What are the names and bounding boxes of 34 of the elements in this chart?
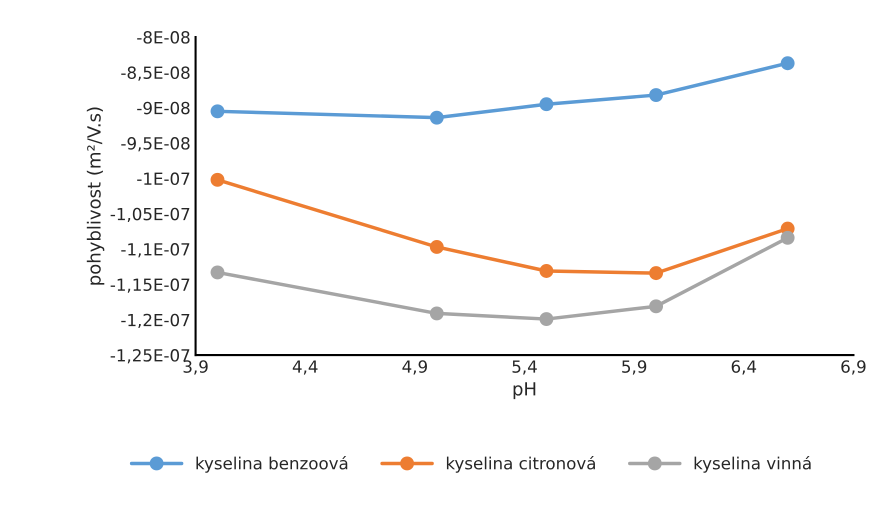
legend-label: kyselina vinná [694, 456, 811, 473]
x-tick-label: 5,4 [512, 360, 537, 375]
x-tick-label: 6,4 [732, 360, 756, 375]
legend-label: kyselina citronová [446, 456, 595, 473]
point [539, 312, 554, 326]
y-tick-label: -1,1E-07 [121, 243, 190, 258]
y-tick-label: -1,2E-07 [121, 314, 190, 328]
y-tick-label: -1,15E-07 [110, 278, 190, 293]
y-tick-label: -1E-07 [137, 172, 190, 185]
point [649, 88, 664, 102]
point [430, 240, 444, 254]
point [649, 299, 664, 314]
point [539, 97, 554, 112]
y-tick-label: -8E-08 [137, 31, 190, 44]
point [210, 172, 224, 187]
x-tick-label: 6,9 [841, 360, 866, 375]
x-tick-label: 5,9 [622, 360, 646, 375]
point [780, 230, 795, 245]
point [780, 56, 795, 70]
point [210, 104, 224, 118]
point [539, 264, 554, 278]
point [430, 306, 444, 320]
x-tick-label: 4,4 [292, 360, 318, 375]
point [210, 265, 224, 280]
point [649, 266, 664, 280]
y-tick-label: -9,5E-08 [121, 137, 190, 152]
point [430, 110, 444, 125]
y-tick-label: -9E-08 [137, 102, 190, 114]
x-axis-title: pH [514, 382, 536, 400]
legend-label: kyselina benzoová [196, 456, 348, 473]
y-axis-title: pohyblivost (m²/V.s) [86, 108, 104, 285]
y-tick-label: -8,5E-08 [121, 66, 190, 81]
y-tick-label: -1,05E-07 [110, 208, 190, 222]
x-tick-label: 4,9 [402, 360, 427, 375]
